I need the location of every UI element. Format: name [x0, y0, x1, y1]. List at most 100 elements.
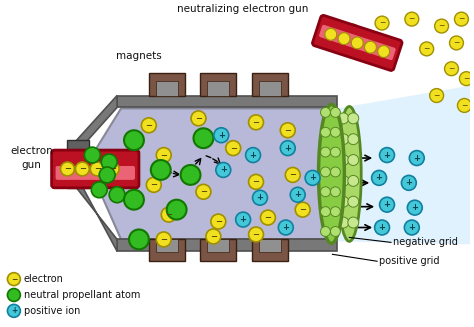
- Circle shape: [320, 187, 330, 197]
- Text: +: +: [383, 150, 391, 160]
- Text: −: −: [409, 15, 415, 24]
- Polygon shape: [201, 73, 236, 95]
- Circle shape: [193, 128, 213, 148]
- Text: magnets: magnets: [116, 51, 162, 61]
- Circle shape: [330, 227, 340, 236]
- Text: −: −: [150, 180, 157, 189]
- Polygon shape: [252, 73, 288, 95]
- Polygon shape: [117, 95, 337, 108]
- Text: −: −: [195, 114, 202, 123]
- Text: +: +: [309, 173, 316, 182]
- Text: −: −: [299, 205, 306, 214]
- Circle shape: [206, 229, 221, 244]
- Circle shape: [320, 167, 330, 177]
- Text: neutralizing electron gun: neutralizing electron gun: [177, 4, 309, 14]
- FancyBboxPatch shape: [55, 166, 135, 180]
- Circle shape: [75, 162, 89, 176]
- Text: +: +: [284, 144, 292, 153]
- Circle shape: [141, 118, 156, 133]
- Polygon shape: [259, 81, 281, 95]
- Circle shape: [420, 42, 434, 56]
- Circle shape: [290, 187, 305, 202]
- Polygon shape: [70, 172, 117, 251]
- Circle shape: [248, 174, 264, 189]
- Circle shape: [459, 72, 474, 86]
- Circle shape: [410, 151, 424, 165]
- Text: −: −: [253, 177, 260, 186]
- Circle shape: [196, 184, 211, 199]
- Polygon shape: [87, 109, 336, 239]
- Circle shape: [295, 202, 310, 217]
- Text: −: −: [284, 126, 292, 135]
- Circle shape: [320, 207, 330, 216]
- Circle shape: [211, 214, 226, 229]
- Text: −: −: [165, 210, 172, 219]
- Ellipse shape: [337, 107, 361, 241]
- Circle shape: [226, 141, 241, 156]
- Circle shape: [330, 167, 340, 177]
- Circle shape: [248, 115, 264, 130]
- Circle shape: [124, 190, 144, 210]
- Text: positive ion: positive ion: [24, 306, 80, 316]
- Text: −: −: [349, 26, 356, 36]
- Circle shape: [151, 160, 171, 180]
- Text: −: −: [230, 144, 237, 153]
- Ellipse shape: [319, 104, 344, 243]
- Circle shape: [181, 165, 201, 185]
- Text: −: −: [200, 187, 207, 196]
- Circle shape: [338, 217, 349, 228]
- Circle shape: [146, 177, 161, 192]
- Text: −: −: [109, 164, 116, 173]
- Circle shape: [109, 187, 125, 203]
- Text: −: −: [433, 91, 440, 100]
- Circle shape: [216, 163, 231, 177]
- Polygon shape: [252, 239, 288, 261]
- Text: +: +: [405, 178, 412, 187]
- FancyBboxPatch shape: [312, 15, 402, 71]
- Text: +: +: [411, 203, 418, 212]
- Polygon shape: [156, 81, 178, 95]
- Text: −: −: [215, 217, 222, 226]
- Circle shape: [320, 108, 330, 117]
- Text: −: −: [160, 150, 167, 160]
- Circle shape: [61, 162, 74, 176]
- Circle shape: [99, 167, 115, 183]
- Circle shape: [248, 227, 264, 242]
- Text: +: +: [11, 306, 17, 315]
- Text: −: −: [146, 121, 152, 130]
- Circle shape: [124, 130, 144, 150]
- Circle shape: [285, 167, 300, 182]
- Circle shape: [346, 24, 359, 38]
- Text: −: −: [253, 230, 260, 239]
- Text: +: +: [220, 165, 227, 174]
- Text: +: +: [240, 215, 246, 224]
- Polygon shape: [337, 86, 470, 244]
- Polygon shape: [259, 239, 281, 252]
- Circle shape: [330, 207, 340, 216]
- Polygon shape: [67, 170, 89, 188]
- Circle shape: [330, 187, 340, 197]
- Text: −: −: [11, 275, 17, 284]
- Circle shape: [253, 190, 267, 205]
- Circle shape: [8, 304, 20, 317]
- Polygon shape: [67, 140, 89, 158]
- Text: −: −: [79, 164, 86, 173]
- Circle shape: [280, 141, 295, 156]
- Circle shape: [320, 147, 330, 157]
- Circle shape: [457, 98, 471, 112]
- Circle shape: [348, 217, 359, 228]
- Circle shape: [330, 127, 340, 137]
- Text: +: +: [218, 131, 225, 140]
- Polygon shape: [70, 95, 117, 155]
- Circle shape: [84, 147, 100, 163]
- Text: negative grid: negative grid: [393, 237, 458, 248]
- Text: neutral propellant atom: neutral propellant atom: [24, 290, 140, 300]
- Circle shape: [338, 134, 349, 145]
- Circle shape: [8, 288, 20, 301]
- Text: −: −: [210, 232, 217, 241]
- Circle shape: [348, 175, 359, 186]
- Text: +: +: [283, 223, 289, 232]
- Text: +: +: [383, 200, 391, 209]
- Circle shape: [330, 147, 340, 157]
- Text: −: −: [264, 213, 272, 222]
